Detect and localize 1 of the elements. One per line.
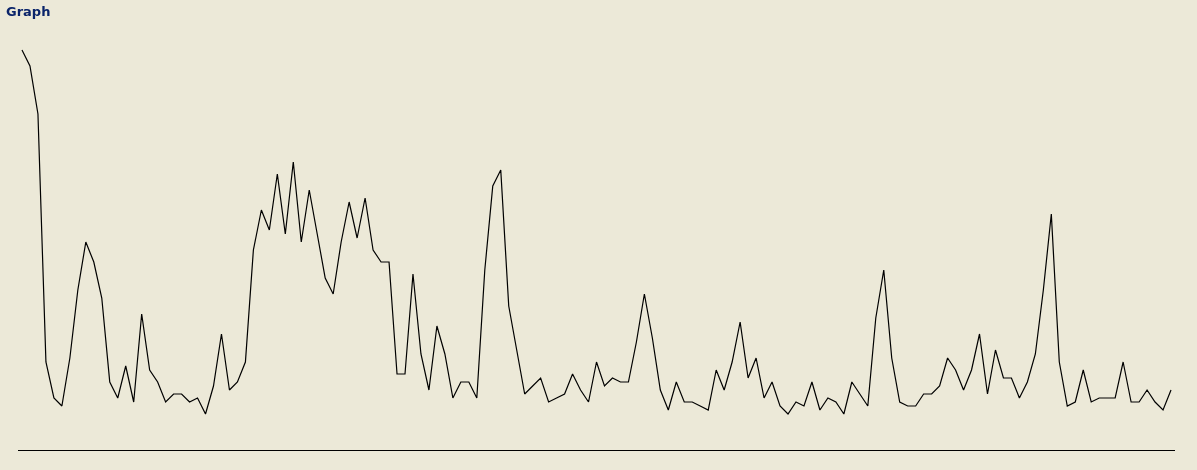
chart-title: Graph (5, 4, 51, 20)
